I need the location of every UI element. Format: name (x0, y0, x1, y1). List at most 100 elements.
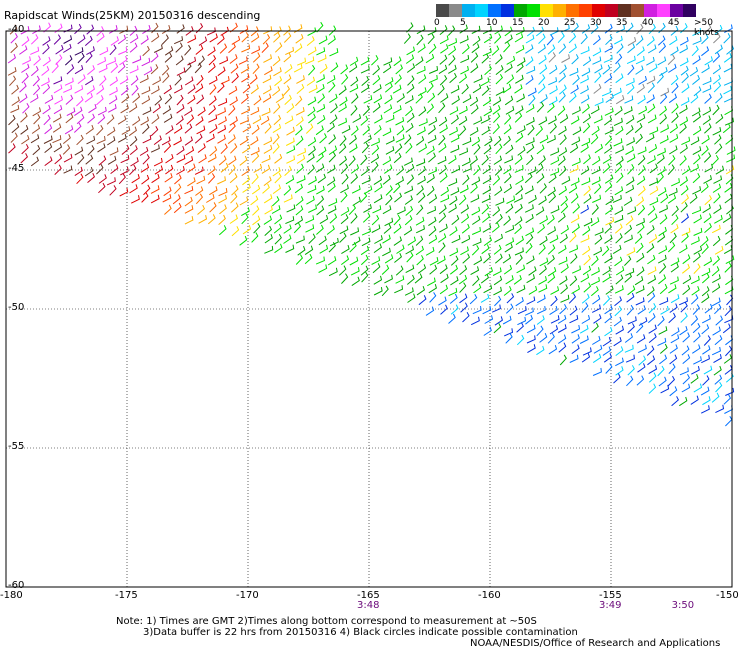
wind-barb (495, 213, 503, 225)
wind-barb (690, 163, 699, 173)
wind-barb (173, 202, 182, 214)
wind-barb (184, 156, 194, 165)
wind-barb (207, 165, 216, 176)
wind-barb (361, 176, 371, 185)
wind-barb (339, 155, 348, 166)
wind-barb (450, 276, 459, 286)
wind-barb (723, 354, 733, 364)
legend-label: 0 (434, 18, 440, 28)
wind-barb (142, 135, 152, 144)
wind-barb (439, 172, 448, 183)
wind-barb (582, 226, 591, 236)
wind-barb (604, 174, 614, 184)
wind-barb (19, 82, 27, 93)
wind-barb (274, 76, 283, 87)
wind-barb (406, 112, 415, 123)
wind-barb (228, 155, 237, 166)
wind-barb (559, 134, 567, 146)
wind-barb (690, 374, 699, 384)
wind-barb (173, 84, 183, 94)
wind-barb (118, 173, 126, 185)
wind-barb (613, 138, 623, 147)
wind-barb (593, 115, 603, 124)
wind-barb (173, 124, 183, 134)
wind-barb (41, 77, 50, 87)
wind-barb (669, 276, 679, 285)
wind-barb (370, 153, 380, 164)
wind-barb (539, 257, 549, 267)
wind-barb (295, 196, 304, 206)
wind-barb (682, 373, 691, 385)
wind-barb (239, 196, 249, 206)
wind-barb (86, 135, 96, 145)
wind-barb (308, 204, 317, 213)
wind-barb (98, 155, 107, 166)
wind-barb (514, 164, 524, 173)
wind-barb (440, 194, 450, 203)
wind-barb (548, 192, 557, 204)
wind-barb (638, 75, 647, 85)
wind-barb (605, 195, 614, 206)
wind-barb (700, 182, 709, 193)
wind-barb (348, 134, 357, 145)
wind-barb (470, 183, 478, 194)
wind-barb (525, 227, 535, 237)
wind-barb (241, 73, 250, 83)
wind-barb (44, 124, 53, 135)
wind-barb (559, 354, 567, 366)
wind-barb (516, 125, 526, 135)
wind-barb (428, 234, 438, 245)
wind-barb (571, 325, 581, 334)
wind-barb (31, 124, 41, 134)
wind-barb (594, 183, 602, 194)
wind-barb (656, 73, 664, 84)
wind-barb (592, 367, 602, 376)
wind-barb (404, 287, 414, 296)
wind-barb (646, 225, 655, 235)
wind-barb (185, 146, 195, 156)
wind-barb (151, 173, 160, 184)
wind-barb (493, 135, 502, 147)
wind-barb (581, 314, 591, 324)
wind-barb (139, 146, 149, 156)
wind-barb (11, 96, 20, 106)
wind-barb (484, 266, 493, 277)
wind-barb (141, 95, 151, 105)
wind-barb (52, 113, 62, 123)
wind-barb (572, 74, 580, 85)
wind-barb (657, 35, 666, 46)
wind-barb (682, 274, 692, 285)
wind-barb (660, 87, 670, 97)
wind-barb (52, 135, 62, 144)
legend-swatch (644, 4, 657, 17)
wind-barb (715, 315, 724, 326)
wind-barb (373, 243, 383, 254)
wind-barb (131, 173, 140, 184)
wind-barb (516, 322, 524, 333)
wind-barb (426, 185, 435, 197)
wind-barb (371, 214, 380, 226)
wind-barb (625, 354, 635, 363)
wind-barb (658, 274, 667, 285)
wind-barb (326, 122, 335, 133)
wind-barb (164, 173, 173, 183)
wind-barb (525, 34, 535, 44)
wind-barb (537, 83, 546, 94)
wind-barb (77, 34, 86, 45)
wind-barb (384, 82, 393, 93)
wind-barb (481, 155, 489, 166)
wind-barb (702, 345, 711, 355)
wind-barb (539, 265, 547, 276)
wind-barb (592, 353, 602, 364)
wind-barb (558, 43, 567, 54)
wind-barb (724, 365, 733, 375)
wind-barb (604, 43, 614, 53)
wind-barb (582, 56, 592, 67)
wind-barb (451, 95, 460, 105)
wind-barb (426, 103, 435, 114)
wind-barb (605, 205, 614, 215)
wind-barb (74, 64, 84, 75)
wind-barb (66, 107, 76, 117)
wind-barb (318, 35, 328, 45)
wind-barb (448, 45, 457, 56)
